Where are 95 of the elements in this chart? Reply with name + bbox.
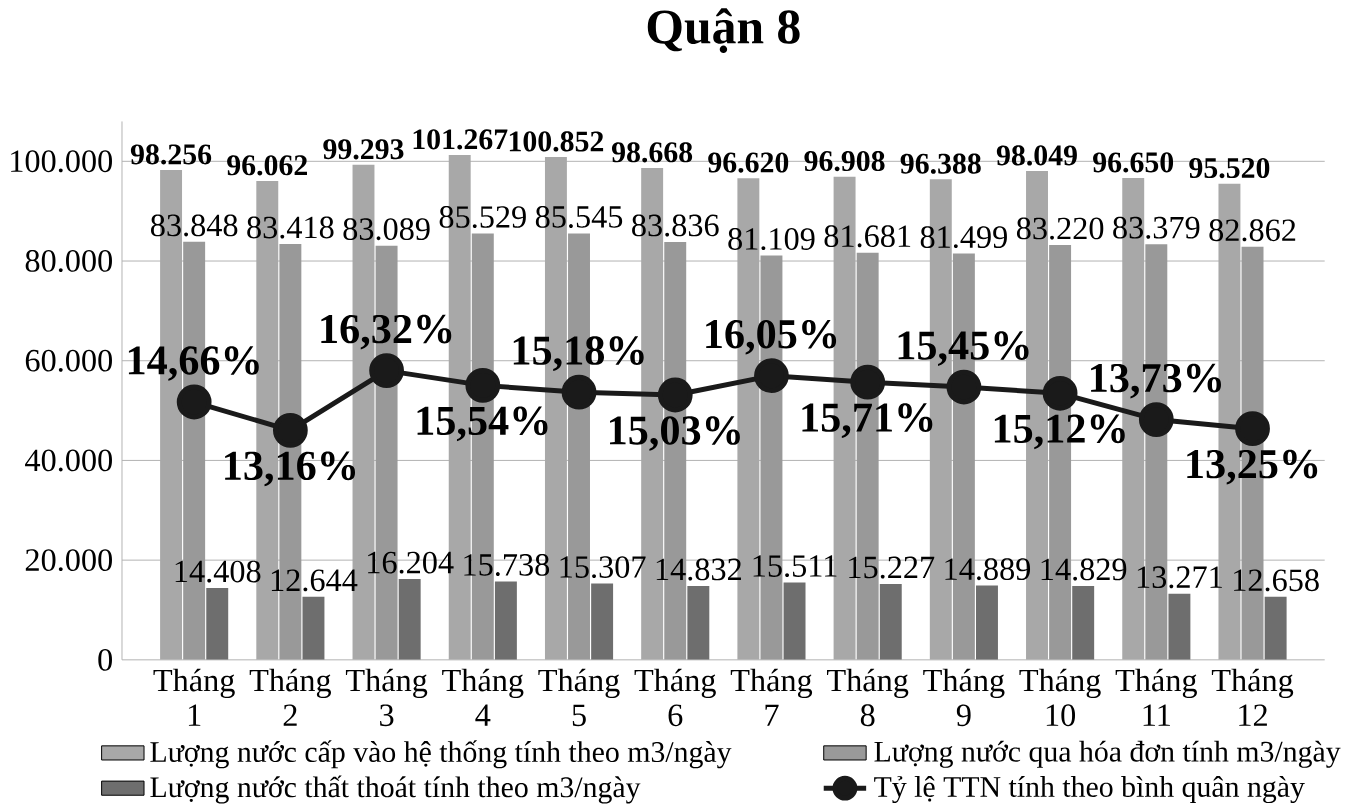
y-tick-label: 80.000 — [25, 250, 112, 273]
data-label: 83.089 — [343, 218, 430, 241]
point — [850, 364, 886, 400]
data-label: 15,71% — [802, 403, 933, 439]
y-tick-label: 100.000 — [11, 150, 112, 173]
data-label: 15,54% — [417, 406, 548, 442]
bar — [783, 582, 806, 660]
data-label: 96.908 — [804, 151, 885, 172]
x-tick-label: Tháng 7 — [730, 668, 813, 726]
data-label: 82.862 — [1209, 219, 1296, 242]
data-label: 100.852 — [509, 131, 604, 152]
point — [946, 369, 982, 405]
data-label: 81.681 — [824, 225, 911, 248]
point — [561, 374, 597, 410]
data-label: 96.062 — [227, 155, 307, 176]
x-tick-label: Tháng 3 — [345, 668, 428, 727]
data-label: 83.220 — [1016, 217, 1104, 240]
x-tick-label: Tháng 6 — [634, 668, 716, 727]
data-label: 96.620 — [708, 152, 789, 173]
data-label: 85.545 — [535, 206, 623, 229]
data-label: 15,03% — [610, 416, 740, 451]
data-label: 15.511 — [753, 555, 837, 578]
data-label: 15,45% — [898, 331, 1029, 367]
point — [1138, 402, 1174, 438]
bar — [687, 586, 710, 660]
data-label: 13,73% — [1091, 363, 1221, 399]
x-tick-label: Tháng 10 — [1019, 668, 1101, 727]
point — [1235, 411, 1270, 447]
data-label: 14,66% — [128, 346, 259, 381]
bar — [1264, 596, 1287, 660]
data-label: 98.668 — [611, 142, 693, 163]
bar — [494, 581, 517, 660]
data-label: 83.418 — [247, 216, 334, 239]
data-label: 13,25% — [1187, 449, 1318, 485]
data-label: 15,18% — [513, 336, 644, 372]
data-label: 15,12% — [994, 414, 1125, 450]
data-label: 13.271 — [1137, 566, 1222, 589]
data-label: 16,32% — [321, 314, 452, 350]
data-label: 15.738 — [464, 554, 550, 577]
data-label: 95.520 — [1189, 158, 1270, 179]
data-label: 98.256 — [130, 144, 212, 165]
point — [465, 368, 501, 403]
legend-label: Lượng nước cấp vào hệ thống tính theo m3/ngày — [150, 740, 732, 769]
x-tick-label: Tháng 1 — [153, 668, 235, 726]
legend-label: Lượng nước thất thoát tính theo m3/ngày — [150, 775, 641, 804]
data-label: 101.267 — [413, 129, 508, 150]
data-label: 85.529 — [439, 206, 526, 229]
legend-label: Tỷ lệ TTN tính theo bình quân ngày — [874, 776, 1305, 804]
data-label: 14.408 — [175, 560, 261, 583]
x-tick-label: Tháng 9 — [923, 668, 1005, 727]
bar — [1168, 593, 1191, 660]
point — [272, 413, 308, 448]
point — [176, 384, 212, 420]
y-tick-label: 0 — [98, 649, 112, 671]
point — [754, 358, 789, 394]
data-label: 98.049 — [996, 145, 1077, 166]
point — [369, 353, 404, 389]
data-label: 15.227 — [849, 556, 935, 579]
x-tick-label: Tháng 5 — [538, 668, 620, 727]
data-label: 99.293 — [323, 139, 404, 160]
chart-title: Quận 8 — [647, 8, 800, 54]
data-label: 81.499 — [920, 226, 1007, 249]
data-label: 15.307 — [560, 556, 646, 579]
bar — [1072, 586, 1095, 660]
bar — [976, 585, 998, 660]
x-tick-label: Tháng 8 — [827, 668, 909, 727]
data-label: 81.109 — [728, 228, 815, 251]
data-label: 14.829 — [1041, 558, 1127, 581]
x-tick-label: Tháng 4 — [442, 668, 524, 726]
point — [1042, 376, 1078, 411]
data-label: 12.644 — [271, 569, 358, 592]
y-tick-label: 60.000 — [25, 349, 112, 372]
data-label: 14.832 — [656, 558, 741, 581]
data-label: 83.836 — [632, 214, 719, 237]
bar — [591, 583, 614, 660]
bar — [879, 584, 902, 660]
bar — [302, 596, 325, 660]
data-label: 16.204 — [368, 551, 454, 574]
data-label: 96.388 — [900, 153, 981, 174]
data-label: 83.379 — [1113, 216, 1200, 239]
y-tick-label: 40.000 — [25, 449, 112, 472]
point — [657, 377, 693, 413]
y-tick-label: 20.000 — [25, 549, 112, 572]
bar — [398, 579, 421, 660]
data-label: 14.889 — [945, 558, 1031, 581]
bar — [206, 588, 229, 660]
legend-label: Lượng nước qua hóa đơn tính m3/ngày — [874, 740, 1341, 768]
data-label: 13,16% — [225, 451, 356, 487]
x-tick-label: Tháng 11 — [1115, 668, 1197, 726]
x-tick-label: Tháng 12 — [1211, 668, 1294, 726]
x-tick-label: Tháng 2 — [249, 668, 332, 726]
data-label: 16,05% — [706, 320, 837, 355]
data-label: 12.658 — [1234, 569, 1319, 592]
data-label: 96.650 — [1093, 152, 1174, 173]
data-label: 83.848 — [151, 214, 238, 237]
